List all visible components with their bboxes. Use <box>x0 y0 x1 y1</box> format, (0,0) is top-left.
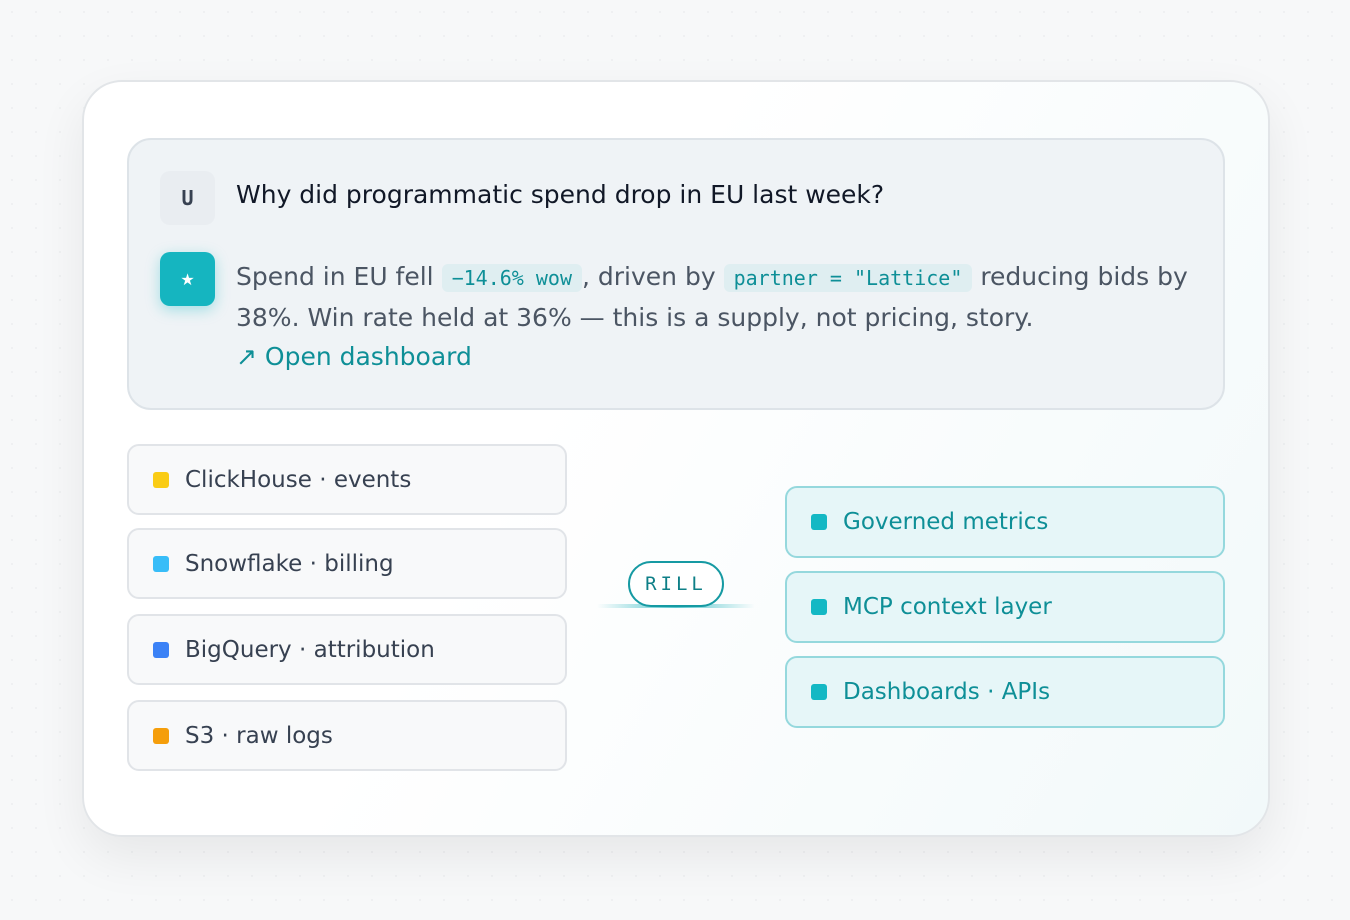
color-square <box>811 684 827 700</box>
output-item: Dashboards · APIs <box>785 656 1225 728</box>
label: MCP context layer <box>843 594 1052 620</box>
color-square <box>153 471 169 488</box>
label: ClickHouse · events <box>185 466 412 493</box>
chat-box <box>127 138 1225 410</box>
hub-pill: RILL <box>628 561 724 607</box>
text: reducing bids by 38%. Win rate held at 3… <box>236 262 1188 332</box>
color-square <box>153 641 169 658</box>
color-square <box>811 599 827 615</box>
user-avatar: U <box>160 171 215 225</box>
label: BigQuery · attribution <box>185 636 435 663</box>
label: Dashboards · APIs <box>843 679 1051 705</box>
code-chip: partner = "Lattice" <box>723 264 973 292</box>
source-item: ClickHouse · events <box>127 444 567 515</box>
code-chip: −14.6% wow <box>441 264 583 292</box>
user-message: Why did programmatic spend drop in EU la… <box>236 180 885 209</box>
label: Snowflake · billing <box>185 550 394 577</box>
label: Governed metrics <box>843 509 1049 535</box>
text: Spend in EU fell <box>236 262 442 291</box>
open-dashboard-link[interactable]: ↗ Open dashboard <box>236 342 472 371</box>
source-item: BigQuery · attribution <box>127 614 567 685</box>
assistant-message: Spend in EU fell −14.6% wow, driven by p… <box>236 257 1196 376</box>
color-square <box>811 514 827 530</box>
output-item: Governed metrics <box>785 486 1225 558</box>
label: S3 · raw logs <box>185 722 333 749</box>
color-square <box>153 727 169 744</box>
output-item: MCP context layer <box>785 571 1225 643</box>
source-item: S3 · raw logs <box>127 700 567 771</box>
source-item: Snowflake · billing <box>127 528 567 599</box>
color-square <box>153 555 169 572</box>
text: , driven by <box>582 262 724 291</box>
assistant-avatar: ★ <box>160 252 215 306</box>
